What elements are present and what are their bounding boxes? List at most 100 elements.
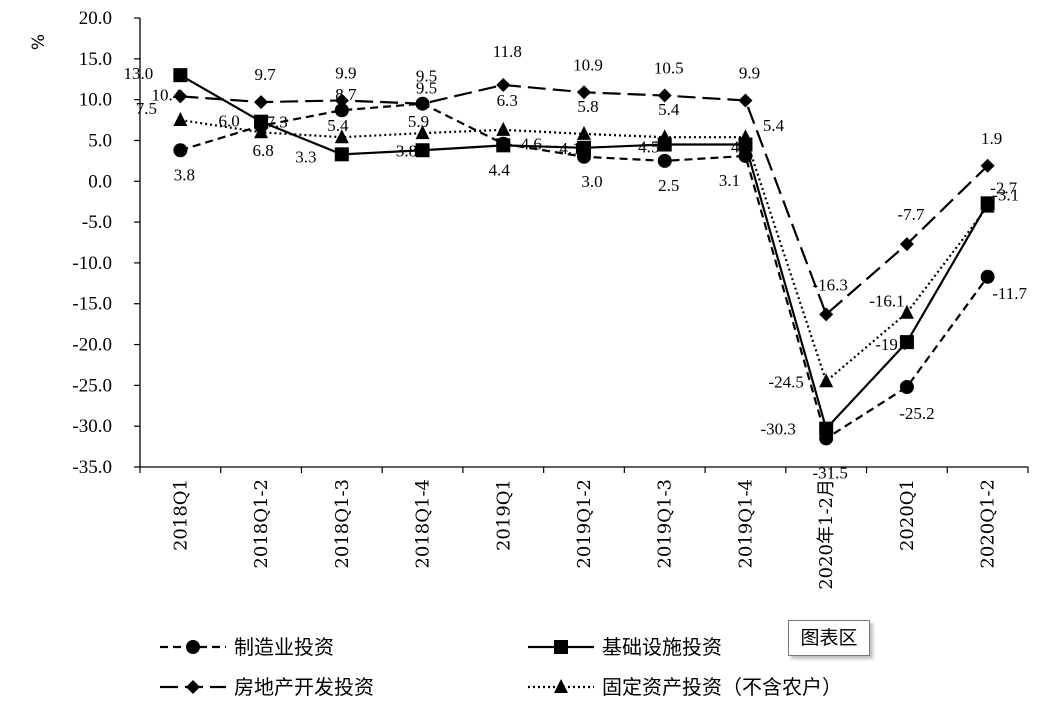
data-point <box>738 129 753 144</box>
data-label: 9.9 <box>335 63 356 82</box>
data-label: -11.7 <box>992 284 1027 303</box>
x-tick-label: 2019Q1 <box>493 479 514 551</box>
y-tick-label: 15.0 <box>79 49 112 70</box>
data-label: 11.8 <box>493 42 522 61</box>
legend-entry: 基础设施投资 <box>602 635 722 659</box>
y-tick-label: -20.0 <box>72 335 112 356</box>
legend-entry: 固定资产投资（不含农户） <box>602 675 842 699</box>
data-point <box>819 307 834 322</box>
data-label: -25.2 <box>899 404 934 423</box>
data-point <box>819 421 834 436</box>
data-label: 1.9 <box>981 129 1002 148</box>
legend-entry: 制造业投资 <box>234 635 334 659</box>
x-tick-label: 2018Q1-3 <box>332 479 353 569</box>
data-point <box>254 95 269 110</box>
data-point <box>496 121 511 136</box>
data-label: 4.4 <box>489 160 511 179</box>
x-tick-label: 2018Q1-4 <box>413 479 434 569</box>
data-label: 9.5 <box>416 79 437 98</box>
data-point <box>173 143 188 158</box>
data-label: -16.1 <box>869 292 904 311</box>
data-label: 5.8 <box>577 97 598 116</box>
data-point <box>577 140 591 155</box>
data-point <box>334 103 349 118</box>
data-point <box>819 373 834 388</box>
data-label: 4.1 <box>559 139 580 158</box>
y-tick-label: 5.0 <box>88 130 112 151</box>
data-point <box>173 112 188 127</box>
y-axis-label: % <box>29 34 49 50</box>
data-label: 4.6 <box>521 135 542 154</box>
data-label: -31.5 <box>812 463 847 482</box>
data-point <box>657 153 672 168</box>
data-point <box>980 198 995 213</box>
data-label: 9.5 <box>416 67 437 86</box>
x-tick-label: 2019Q1-3 <box>655 479 676 569</box>
data-point <box>415 125 430 140</box>
legend-marker <box>554 679 568 693</box>
y-tick-label: 0.0 <box>88 171 112 192</box>
data-point <box>334 129 349 144</box>
data-point <box>899 237 914 252</box>
data-point <box>657 88 672 103</box>
legend-entry: 房地产开发投资 <box>234 675 374 699</box>
data-point <box>899 335 914 350</box>
data-label: 10.9 <box>573 55 603 74</box>
y-tick-label: -10.0 <box>72 253 112 274</box>
series-line-3 <box>180 83 989 317</box>
data-point <box>415 143 430 158</box>
data-label: -2.7 <box>990 178 1017 197</box>
data-point <box>980 158 995 173</box>
data-point <box>254 124 269 139</box>
data-label: 10.4 <box>151 85 181 104</box>
data-label: 3.3 <box>295 147 316 166</box>
data-label: 3.8 <box>174 165 195 184</box>
data-label: 13.0 <box>123 64 153 83</box>
x-tick-label: 2020Q1 <box>897 479 918 551</box>
data-label: 3.0 <box>581 172 602 191</box>
data-point <box>496 77 511 92</box>
data-point <box>415 96 430 111</box>
data-point <box>334 93 349 108</box>
data-point <box>899 304 914 319</box>
data-label: 5.4 <box>327 116 349 135</box>
x-tick-label: 2019Q1-2 <box>574 479 595 569</box>
data-label: -3.1 <box>992 186 1019 205</box>
data-label: 6.3 <box>497 91 518 110</box>
data-label: 2.5 <box>658 176 679 195</box>
data-label: 9.7 <box>254 65 276 84</box>
x-tick-label: 2020Q1-2 <box>978 479 999 569</box>
data-label: 7.3 <box>266 113 287 132</box>
data-point <box>899 379 914 394</box>
data-label: 10.5 <box>654 59 684 78</box>
y-tick-label: -30.0 <box>72 416 112 437</box>
data-point <box>496 138 511 153</box>
x-tick-label: 2019Q1-4 <box>735 479 756 569</box>
data-point <box>980 269 995 284</box>
data-label: 5.9 <box>408 112 429 131</box>
data-point <box>738 93 753 108</box>
y-tick-label: -15.0 <box>72 294 112 315</box>
data-label: -24.5 <box>768 372 803 391</box>
chart-area-label: 图表区 <box>788 620 870 656</box>
data-point <box>173 89 188 104</box>
y-tick-label: -35.0 <box>72 457 112 478</box>
data-point <box>173 68 188 83</box>
x-tick-label: 2018Q1-2 <box>251 479 272 569</box>
data-point <box>577 85 591 100</box>
y-tick-label: -25.0 <box>72 375 112 396</box>
data-label: 5.4 <box>658 100 680 119</box>
data-label: -30.3 <box>760 420 795 439</box>
data-point <box>254 114 269 129</box>
data-label: -19.7 <box>875 335 911 354</box>
data-label: 5.4 <box>763 116 785 135</box>
data-label: 4.5 <box>638 138 659 157</box>
legend-marker <box>186 640 200 654</box>
series-line-4 <box>180 118 989 384</box>
data-point <box>577 125 591 140</box>
data-label: 6.8 <box>252 141 273 160</box>
x-tick-label: 2020年1-2月 <box>816 479 837 590</box>
data-label: -16.3 <box>812 275 847 294</box>
x-tick-label: 2018Q1 <box>170 479 191 551</box>
